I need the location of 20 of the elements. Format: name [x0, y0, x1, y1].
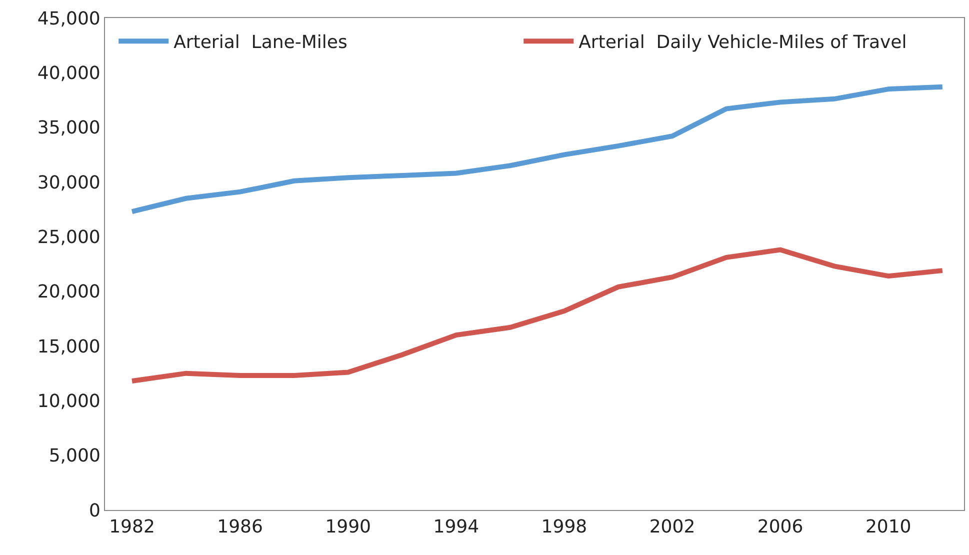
legend-label: Arterial Lane-Miles	[174, 32, 348, 54]
y-tick-label: 40,000	[37, 62, 100, 84]
y-tick-label: 45,000	[37, 8, 100, 30]
y-tick-label: 20,000	[37, 282, 100, 303]
y-tick-label: 35,000	[37, 118, 100, 139]
y-tick-label: 25,000	[37, 226, 100, 248]
x-tick-label: 1986	[217, 516, 263, 538]
x-tick-label: 2006	[757, 516, 804, 538]
y-tick-label: 0	[88, 500, 100, 522]
legend-label: Arterial Daily Vehicle-Miles of Travel	[578, 32, 907, 54]
x-tick-label: 1982	[109, 516, 155, 538]
x-tick-label: 1998	[541, 516, 588, 538]
y-tick-label: 5,000	[48, 446, 100, 467]
x-tick-label: 1990	[325, 516, 372, 538]
x-tick-label: 2010	[865, 516, 912, 538]
y-tick-label: 30,000	[37, 172, 100, 194]
x-tick-label: 2002	[649, 516, 696, 538]
y-tick-label: 15,000	[37, 336, 100, 358]
y-tick-label: 10,000	[37, 390, 100, 412]
x-tick-label: 1994	[433, 516, 480, 538]
